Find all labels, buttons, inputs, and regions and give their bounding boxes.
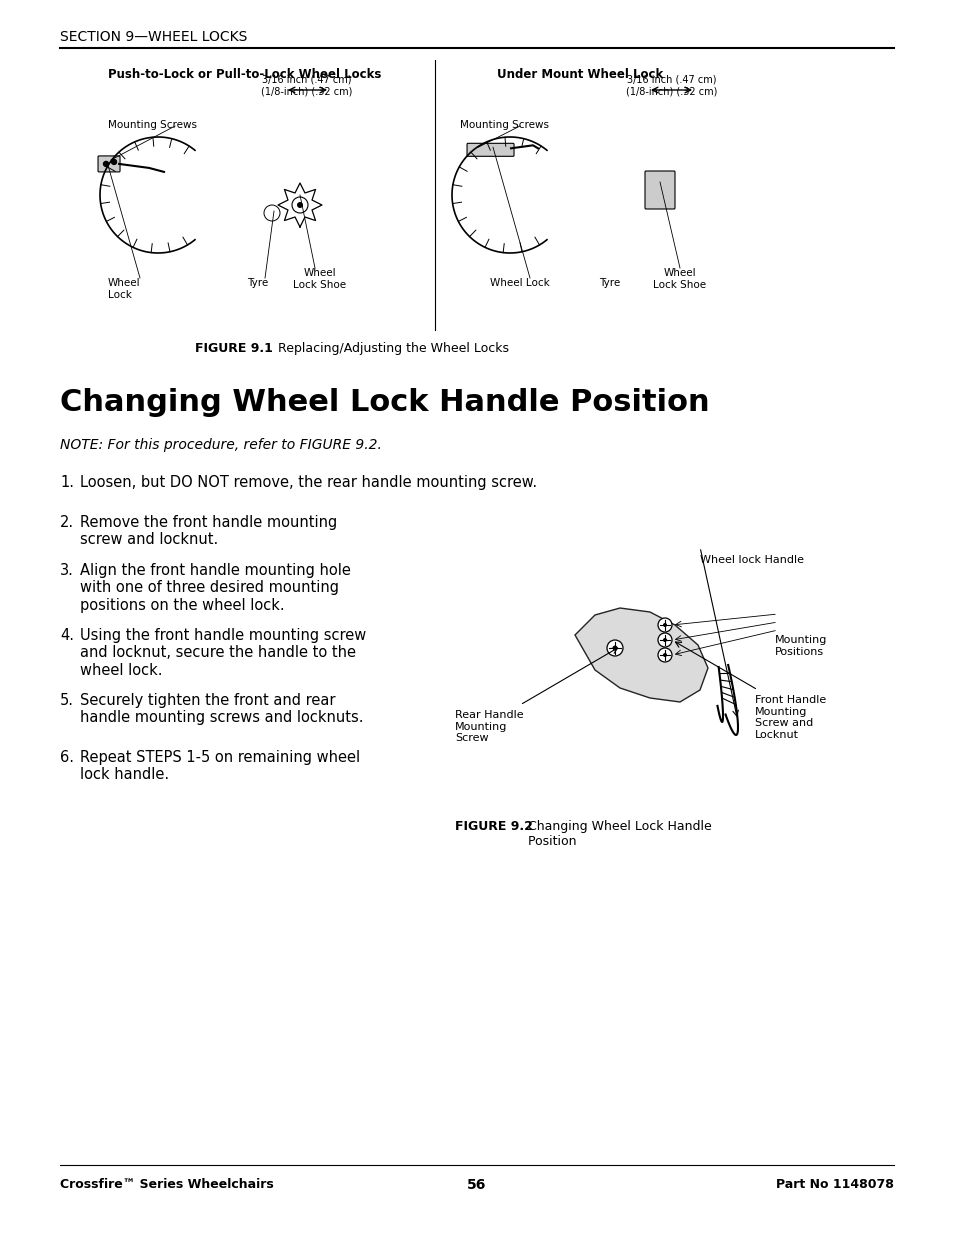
- Text: Wheel lock Handle: Wheel lock Handle: [700, 555, 803, 564]
- Circle shape: [104, 162, 109, 167]
- Circle shape: [658, 618, 671, 632]
- Text: Rear Handle
Mounting
Screw: Rear Handle Mounting Screw: [455, 710, 523, 743]
- Text: Mounting Screws: Mounting Screws: [108, 120, 196, 130]
- Text: Loosen, but DO NOT remove, the rear handle mounting screw.: Loosen, but DO NOT remove, the rear hand…: [80, 475, 537, 490]
- Circle shape: [296, 203, 303, 207]
- Text: SECTION 9—WHEEL LOCKS: SECTION 9—WHEEL LOCKS: [60, 30, 247, 44]
- Circle shape: [662, 622, 666, 627]
- Text: Crossfire™ Series Wheelchairs: Crossfire™ Series Wheelchairs: [60, 1178, 274, 1191]
- Text: FIGURE 9.2: FIGURE 9.2: [455, 820, 533, 832]
- FancyBboxPatch shape: [467, 143, 514, 157]
- Text: Mounting Screws: Mounting Screws: [459, 120, 548, 130]
- Circle shape: [292, 198, 308, 212]
- Text: 3/16 inch (.47 cm)
(1/8-inch) (.32 cm): 3/16 inch (.47 cm) (1/8-inch) (.32 cm): [626, 75, 717, 96]
- Text: 6.: 6.: [60, 750, 74, 764]
- Text: 56: 56: [467, 1178, 486, 1192]
- Text: Front Handle
Mounting
Screw and
Locknut: Front Handle Mounting Screw and Locknut: [754, 695, 825, 740]
- Text: FIGURE 9.1: FIGURE 9.1: [194, 342, 273, 354]
- Text: 3/16 inch (.47 cm)
(1/8-inch) (.32 cm): 3/16 inch (.47 cm) (1/8-inch) (.32 cm): [261, 75, 353, 96]
- Text: Changing Wheel Lock Handle
  Position: Changing Wheel Lock Handle Position: [519, 820, 711, 848]
- Text: Using the front handle mounting screw
and locknut, secure the handle to the
whee: Using the front handle mounting screw an…: [80, 629, 366, 678]
- Circle shape: [612, 646, 617, 651]
- Text: Mounting
Positions: Mounting Positions: [774, 635, 826, 657]
- Circle shape: [658, 648, 671, 662]
- Text: Part No 1148078: Part No 1148078: [776, 1178, 893, 1191]
- Circle shape: [264, 205, 280, 221]
- FancyBboxPatch shape: [644, 170, 675, 209]
- Text: Securely tighten the front and rear
handle mounting screws and locknuts.: Securely tighten the front and rear hand…: [80, 693, 363, 725]
- Circle shape: [658, 634, 671, 647]
- Text: Wheel
Lock Shoe: Wheel Lock Shoe: [653, 268, 706, 289]
- Polygon shape: [575, 608, 707, 701]
- Text: 1.: 1.: [60, 475, 74, 490]
- FancyBboxPatch shape: [98, 156, 120, 172]
- Circle shape: [662, 653, 666, 657]
- Text: Wheel Lock: Wheel Lock: [490, 278, 549, 288]
- Text: Tyre: Tyre: [247, 278, 269, 288]
- Circle shape: [662, 638, 666, 642]
- Text: Align the front handle mounting hole
with one of three desired mounting
position: Align the front handle mounting hole wit…: [80, 563, 351, 613]
- Circle shape: [606, 640, 622, 656]
- Text: Push-to-Lock or Pull-to-Lock Wheel Locks: Push-to-Lock or Pull-to-Lock Wheel Locks: [108, 68, 381, 82]
- Text: Wheel
Lock Shoe: Wheel Lock Shoe: [294, 268, 346, 289]
- Text: Wheel
Lock: Wheel Lock: [108, 278, 140, 300]
- Text: Tyre: Tyre: [598, 278, 620, 288]
- Text: Under Mount Wheel Lock: Under Mount Wheel Lock: [497, 68, 662, 82]
- Text: Replacing/Adjusting the Wheel Locks: Replacing/Adjusting the Wheel Locks: [270, 342, 509, 354]
- Text: NOTE: For this procedure, refer to FIGURE 9.2.: NOTE: For this procedure, refer to FIGUR…: [60, 438, 381, 452]
- Text: Changing Wheel Lock Handle Position: Changing Wheel Lock Handle Position: [60, 388, 709, 417]
- Circle shape: [112, 159, 116, 164]
- Text: 2.: 2.: [60, 515, 74, 530]
- Text: 3.: 3.: [60, 563, 73, 578]
- Text: Repeat STEPS 1-5 on remaining wheel
lock handle.: Repeat STEPS 1-5 on remaining wheel lock…: [80, 750, 359, 783]
- Text: 4.: 4.: [60, 629, 74, 643]
- Text: 5.: 5.: [60, 693, 74, 708]
- Text: Remove the front handle mounting
screw and locknut.: Remove the front handle mounting screw a…: [80, 515, 337, 547]
